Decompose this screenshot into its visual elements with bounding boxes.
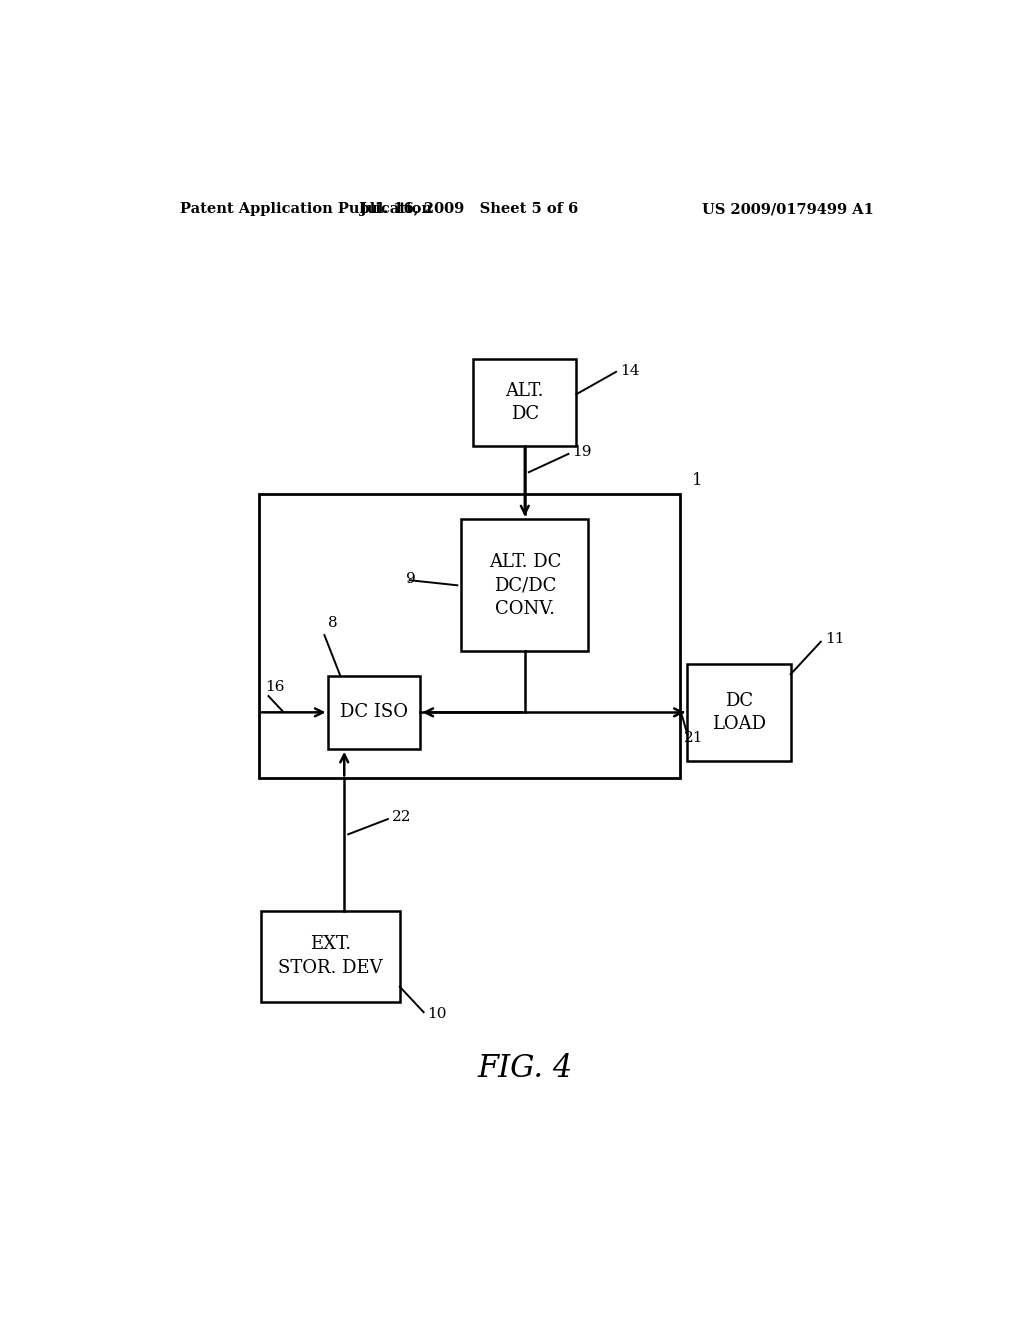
Text: 11: 11 xyxy=(824,632,844,645)
Text: 10: 10 xyxy=(428,1007,447,1022)
Bar xyxy=(259,494,680,779)
Text: 16: 16 xyxy=(265,680,285,694)
Bar xyxy=(687,664,791,760)
Bar xyxy=(473,359,577,446)
Text: Jul. 16, 2009   Sheet 5 of 6: Jul. 16, 2009 Sheet 5 of 6 xyxy=(360,202,579,216)
Bar xyxy=(261,911,399,1002)
Text: US 2009/0179499 A1: US 2009/0179499 A1 xyxy=(702,202,873,216)
Text: DC
LOAD: DC LOAD xyxy=(712,692,766,733)
Bar xyxy=(329,676,420,748)
Text: 22: 22 xyxy=(392,810,412,824)
Text: 8: 8 xyxy=(329,616,338,630)
Text: EXT.
STOR. DEV: EXT. STOR. DEV xyxy=(279,936,383,977)
Text: 21: 21 xyxy=(684,731,703,744)
Text: Patent Application Publication: Patent Application Publication xyxy=(179,202,431,216)
Text: ALT.
DC: ALT. DC xyxy=(506,381,544,424)
Text: 19: 19 xyxy=(572,445,592,459)
Text: 9: 9 xyxy=(406,572,416,586)
Text: FIG. 4: FIG. 4 xyxy=(477,1052,572,1084)
Text: 1: 1 xyxy=(691,471,702,488)
Text: 14: 14 xyxy=(620,364,640,378)
Text: DC ISO: DC ISO xyxy=(340,704,408,721)
Text: ALT. DC
DC/DC
CONV.: ALT. DC DC/DC CONV. xyxy=(488,553,561,618)
Bar xyxy=(461,519,588,651)
